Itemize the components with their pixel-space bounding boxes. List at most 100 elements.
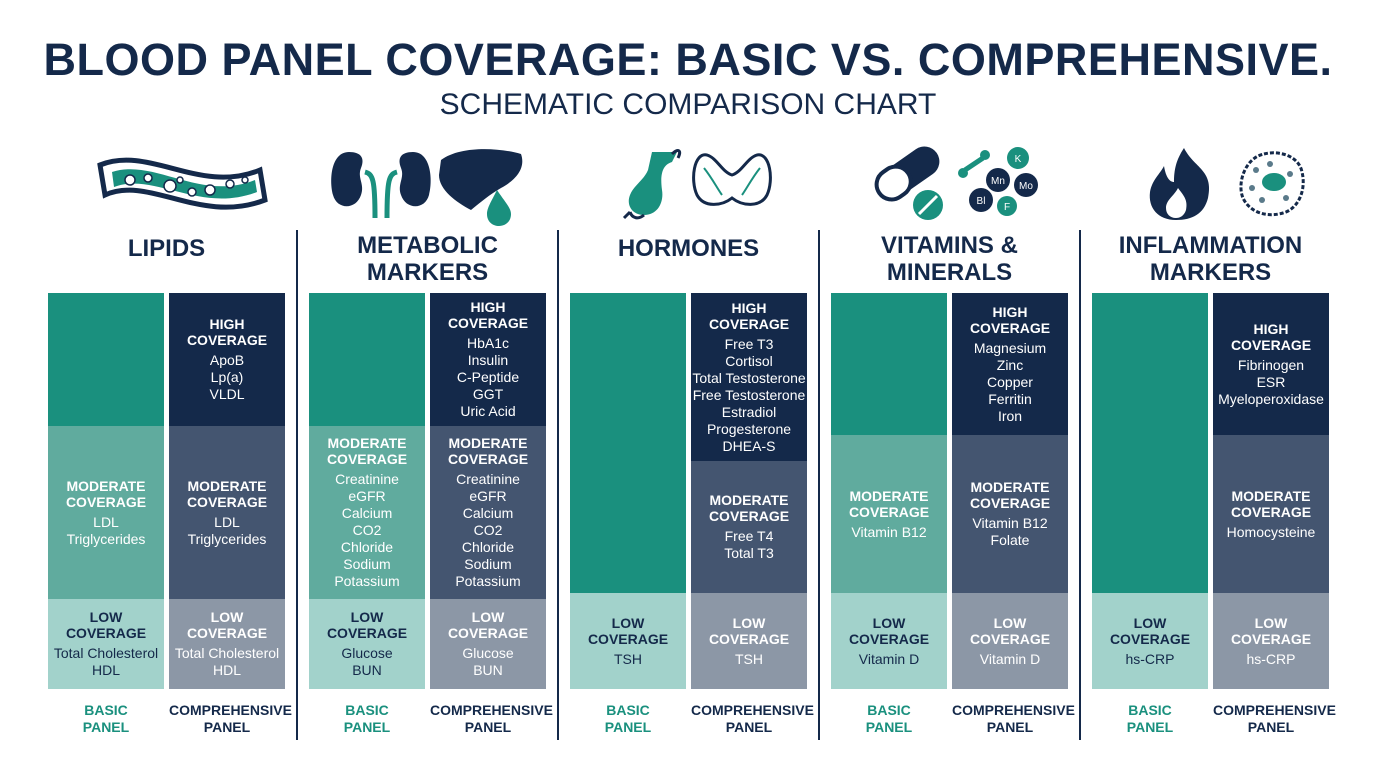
marker-item: TSH xyxy=(735,650,763,667)
chart-subtitle: SCHEMATIC COMPARISON CHART xyxy=(439,88,937,121)
coverage-level-label: HIGH COVERAGE xyxy=(187,316,267,348)
marker-item: Folate xyxy=(990,532,1030,548)
section-name-line: HORMONES xyxy=(617,235,760,262)
marker-list: hs-CRP xyxy=(1246,651,1295,668)
marker-item: Estradiol xyxy=(721,403,777,420)
marker-item: TSH xyxy=(614,650,642,667)
marker-item: Iron xyxy=(997,407,1023,424)
section-divider xyxy=(818,230,820,740)
section-name: METABOLIC MARKERS xyxy=(309,232,546,286)
coverage-level-line: COVERAGE xyxy=(186,332,268,348)
coverage-level-line: HIGH xyxy=(470,299,506,315)
basic-panel-column: MODERATE COVERAGE Creatinine eGFR Calcium CO2… xyxy=(309,293,425,689)
section-divider xyxy=(296,230,298,740)
marker-item: Glucose xyxy=(462,645,514,661)
coverage-level-line: COVERAGE xyxy=(186,493,268,510)
marker-list: Free T4 Total T3 xyxy=(724,528,774,562)
marker-list: Vitamin D xyxy=(859,651,919,668)
coverage-level-line: LOW xyxy=(993,614,1027,631)
marker-item: Fibrinogen xyxy=(1237,356,1305,373)
coverage-level-line: COVERAGE xyxy=(1230,336,1312,353)
high-coverage-block: HIGH COVERAGE HbA1c Insulin C-Peptide GGT Uric… xyxy=(430,293,546,426)
cell-icon xyxy=(1239,151,1305,217)
mineral-label: Mn xyxy=(991,176,1005,187)
moderate-coverage-block: MODERATE COVERAGE Vitamin B12 Folate xyxy=(952,435,1068,593)
kidneys-icon xyxy=(331,152,431,219)
low-coverage-block: LOW COVERAGE TSH xyxy=(691,593,807,689)
low-coverage-block: LOW COVERAGE hs-CRP xyxy=(1213,593,1329,689)
marker-item: ESR xyxy=(1256,373,1286,390)
coverage-level-label: LOW COVERAGE xyxy=(588,615,668,647)
low-coverage-block: LOW COVERAGE Total Cholesterol HDL xyxy=(48,599,164,689)
coverage-level-line: MODERATE xyxy=(970,479,1050,495)
coverage-level-line: LOW xyxy=(1254,614,1288,631)
marker-item: VLDL xyxy=(209,386,245,402)
section-name: INFLAMMATION MARKERS xyxy=(1092,232,1329,286)
marker-list: Vitamin B12 Folate xyxy=(972,515,1047,549)
mineral-label: K xyxy=(1015,154,1022,165)
marker-item: LDL xyxy=(93,513,119,530)
coverage-level-line: LOW xyxy=(1133,614,1167,631)
basic-panel-label: BASIC PANEL xyxy=(1092,702,1208,736)
section-name: LIPIDS xyxy=(48,235,285,262)
panel-label-line: PANEL xyxy=(725,719,773,735)
coverage-level-line: COVERAGE xyxy=(969,630,1051,647)
coverage-level-label: HIGH COVERAGE xyxy=(448,299,528,331)
coverage-level-label: HIGH COVERAGE xyxy=(970,304,1050,336)
marker-item: Sodium xyxy=(343,556,391,572)
coverage-level-line: COVERAGE xyxy=(969,495,1051,511)
moderate-coverage-block: MODERATE COVERAGE LDL Triglycerides xyxy=(169,426,285,599)
basic-panel-label: BASIC PANEL xyxy=(309,702,425,736)
coverage-level-line: COVERAGE xyxy=(65,625,147,641)
basic-panel-column: MODERATE COVERAGE Vitamin B12 LOW COVERAGE Vi… xyxy=(831,293,947,689)
thyroid-icon xyxy=(692,153,772,206)
coverage-level-line: COVERAGE xyxy=(326,451,408,467)
high-coverage-block xyxy=(309,293,425,426)
marker-item: Copper xyxy=(987,373,1033,390)
basic-panel-label: BASIC PANEL xyxy=(570,702,686,736)
coverage-level-label: MODERATE COVERAGE xyxy=(448,435,528,467)
coverage-level-line: COVERAGE xyxy=(1230,503,1312,520)
marker-list: TSH xyxy=(735,651,763,668)
coverage-level-line: MODERATE xyxy=(66,477,146,494)
marker-item: Vitamin D xyxy=(979,650,1041,667)
high-coverage-block: HIGH COVERAGE Free T3 Cortisol Total Testost… xyxy=(691,293,807,461)
coverage-level-label: LOW COVERAGE xyxy=(970,615,1050,647)
panel-label-line: PANEL xyxy=(203,719,251,735)
panel-label-line: BASIC xyxy=(1128,702,1172,718)
marker-item: eGFR xyxy=(348,488,386,504)
panel-label-line: PANEL xyxy=(343,719,391,735)
coverage-level-line: COVERAGE xyxy=(326,625,408,641)
marker-item: BUN xyxy=(473,662,503,678)
coverage-level-line: COVERAGE xyxy=(447,451,529,467)
coverage-level-line: LOW xyxy=(611,614,645,631)
panel-label-line: PANEL xyxy=(1247,719,1295,735)
pill-icon xyxy=(874,146,943,220)
low-coverage-block: LOW COVERAGE Glucose BUN xyxy=(309,599,425,689)
comprehensive-panel-column: HIGH COVERAGE Free T3 Cortisol Total Testost… xyxy=(691,293,807,689)
comprehensive-panel-label: COMPREHENSIVE PANEL xyxy=(1213,702,1336,736)
coverage-level-label: MODERATE COVERAGE xyxy=(970,479,1050,511)
mineral-label: Mo xyxy=(1019,181,1033,192)
coverage-level-line: COVERAGE xyxy=(708,508,790,524)
section-name-line: MARKERS xyxy=(366,259,489,286)
coverage-level-line: LOW xyxy=(872,614,906,631)
mineral-label: Bl xyxy=(977,196,986,207)
marker-item: Insulin xyxy=(467,352,509,368)
basic-panel-label: BASIC PANEL xyxy=(831,702,947,736)
coverage-level-line: COVERAGE xyxy=(65,493,147,510)
coverage-level-label: LOW COVERAGE xyxy=(1110,615,1190,647)
comprehensive-panel-column: HIGH COVERAGE ApoB Lp(a) VLDL MODERATE COVERAG… xyxy=(169,293,285,689)
basic-panel-column: LOW COVERAGE hs-CRP xyxy=(1092,293,1208,689)
section-name-line: METABOLIC xyxy=(357,232,498,259)
panel-label-line: BASIC xyxy=(84,702,128,718)
coverage-level-label: LOW COVERAGE xyxy=(327,609,407,641)
panel-label-line: COMPREHENSIVE xyxy=(430,702,553,718)
marker-item: Total Cholesterol xyxy=(174,645,280,661)
coverage-level-label: LOW COVERAGE xyxy=(66,609,146,641)
coverage-level-line: COVERAGE xyxy=(848,503,930,520)
section-name-line: MARKERS xyxy=(1149,259,1272,286)
low-coverage-block: LOW COVERAGE hs-CRP xyxy=(1092,593,1208,689)
section-name-line: INFLAMMATION xyxy=(1118,232,1303,259)
high-coverage-block: HIGH COVERAGE Magnesium Zinc Copper Ferritin I… xyxy=(952,293,1068,435)
